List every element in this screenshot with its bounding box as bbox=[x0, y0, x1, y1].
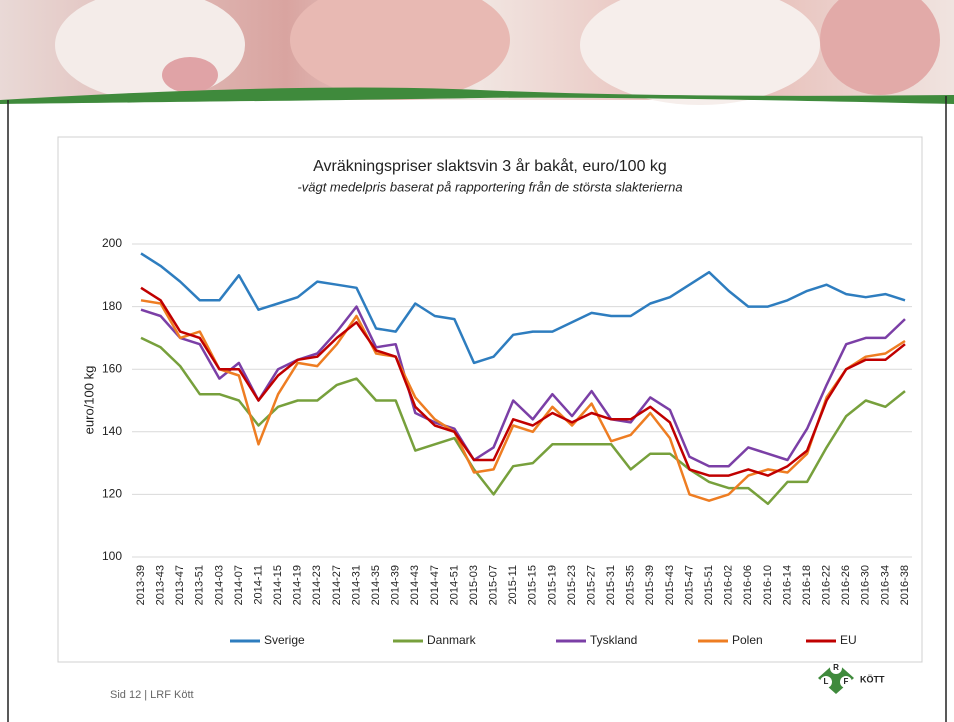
chart-frame bbox=[57, 136, 923, 663]
x-tick-label: 2016-18 bbox=[801, 565, 813, 605]
x-tick-label: 2016-38 bbox=[899, 565, 911, 605]
legend-label: Sverige bbox=[264, 633, 305, 647]
y-tick-label: 140 bbox=[102, 424, 122, 438]
y-tick-label: 120 bbox=[102, 487, 122, 501]
y-axis-label: euro/100 kg bbox=[81, 366, 96, 435]
logo-text: KÖTT bbox=[860, 674, 885, 684]
x-tick-label: 2013-43 bbox=[154, 565, 166, 605]
x-tick-label: 2015-11 bbox=[507, 565, 519, 605]
x-tick-label: 2014-43 bbox=[409, 565, 421, 605]
logo-letter: F bbox=[844, 677, 849, 686]
y-tick-label: 200 bbox=[102, 236, 122, 250]
legend-label: Danmark bbox=[427, 633, 477, 647]
logo-letter: L bbox=[824, 677, 829, 686]
x-tick-label: 2015-51 bbox=[703, 565, 715, 605]
x-tick-label: 2013-47 bbox=[174, 565, 186, 605]
x-tick-label: 2015-03 bbox=[468, 565, 480, 605]
legend-label: Tyskland bbox=[590, 633, 637, 647]
x-tick-label: 2014-19 bbox=[292, 565, 304, 605]
series-line bbox=[140, 305, 906, 468]
chart-subtitle: -vägt medelpris baserat på rapportering … bbox=[297, 179, 682, 194]
y-tick-label: 100 bbox=[102, 549, 122, 563]
legend-label: Polen bbox=[732, 633, 763, 647]
chart-title: Avräkningspriser slaktsvin 3 år bakåt, e… bbox=[313, 157, 667, 175]
x-tick-label: 2013-51 bbox=[194, 565, 206, 605]
x-tick-label: 2016-06 bbox=[742, 565, 754, 605]
x-tick-label: 2015-23 bbox=[566, 565, 578, 605]
logo: R L F KÖTT bbox=[818, 662, 885, 694]
x-tick-label: 2014-23 bbox=[311, 565, 323, 605]
legend-label: EU bbox=[840, 633, 857, 647]
x-tick-label: 2015-47 bbox=[683, 565, 695, 605]
x-tick-label: 2014-11 bbox=[252, 565, 264, 605]
footer: Sid 12 | LRF Kött bbox=[110, 689, 194, 701]
x-tick-label: 2013-39 bbox=[135, 565, 147, 605]
x-tick-label: 2016-02 bbox=[723, 565, 735, 605]
logo-letter: R bbox=[833, 663, 839, 672]
series-line bbox=[140, 252, 906, 365]
x-tick-label: 2014-47 bbox=[429, 565, 441, 605]
x-tick-label: 2016-22 bbox=[821, 565, 833, 605]
x-tick-label: 2014-15 bbox=[272, 565, 284, 605]
x-tick-label: 2016-26 bbox=[840, 565, 852, 605]
series-line bbox=[140, 286, 906, 477]
x-tick-label: 2015-39 bbox=[644, 565, 656, 605]
x-tick-label: 2014-31 bbox=[350, 565, 362, 605]
x-tick-label: 2014-35 bbox=[370, 565, 382, 605]
header-photo bbox=[0, 0, 954, 105]
x-tick-label: 2014-07 bbox=[233, 565, 245, 605]
y-tick-label: 180 bbox=[102, 299, 122, 313]
x-tick-label: 2016-30 bbox=[860, 565, 872, 605]
x-tick-label: 2015-35 bbox=[625, 565, 637, 605]
x-tick-label: 2015-43 bbox=[664, 565, 676, 605]
x-tick-label: 2014-51 bbox=[448, 565, 460, 605]
x-tick-label: 2014-39 bbox=[390, 565, 402, 605]
x-tick-label: 2015-07 bbox=[488, 565, 500, 605]
x-tick-label: 2015-15 bbox=[527, 565, 539, 605]
x-tick-label: 2015-19 bbox=[546, 565, 558, 605]
y-tick-label: 160 bbox=[102, 361, 122, 375]
x-tick-label: 2016-10 bbox=[762, 565, 774, 605]
x-tick-label: 2015-27 bbox=[585, 565, 597, 605]
x-tick-label: 2016-34 bbox=[879, 565, 891, 605]
x-tick-label: 2016-14 bbox=[781, 565, 793, 605]
x-tick-label: 2014-27 bbox=[331, 565, 343, 605]
x-tick-label: 2014-03 bbox=[213, 565, 225, 605]
x-tick-label: 2015-31 bbox=[605, 565, 617, 605]
